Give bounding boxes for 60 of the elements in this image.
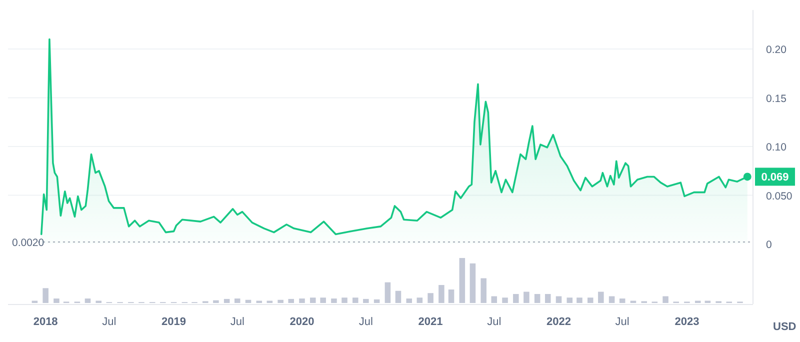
x-tick-label: Jul [230, 316, 244, 328]
bar [416, 298, 423, 303]
y-tick-label: 0.050 [766, 190, 792, 202]
bar [544, 294, 551, 303]
bar [608, 296, 615, 303]
bar [310, 298, 316, 303]
bar [566, 298, 573, 303]
y-tick-label: 0 [766, 239, 772, 251]
bar [245, 300, 252, 303]
x-tick-label: Jul [102, 316, 116, 328]
x-tick-label: Jul [358, 316, 373, 328]
y-axis-title: USD [773, 321, 796, 333]
bar [619, 298, 626, 303]
bar [448, 290, 454, 303]
bar [288, 298, 294, 303]
annotation: 0.069 [761, 172, 789, 184]
bar [42, 288, 48, 303]
y-tick-label: 0.15 [766, 92, 787, 105]
bar [662, 296, 668, 303]
bar [342, 298, 348, 303]
bar [480, 278, 486, 303]
bar [534, 294, 540, 303]
bar [320, 298, 326, 303]
bar [384, 282, 391, 303]
bar [331, 298, 337, 303]
y-tick-label: 0.10 [766, 142, 787, 154]
x-tick-label: Jul [615, 316, 630, 328]
bar [84, 298, 91, 303]
bar [470, 263, 476, 303]
bar [491, 296, 498, 303]
bar [587, 298, 594, 303]
x-tick-label: Jul [487, 316, 502, 328]
bar [374, 299, 380, 303]
x-tick-label: 2019 [162, 316, 186, 328]
bar [299, 298, 305, 303]
x-tick-label: 2020 [290, 316, 314, 328]
bar [278, 300, 284, 303]
ref-line-label: 0.0020 [12, 237, 44, 250]
bar [395, 290, 402, 303]
bar [352, 298, 358, 303]
bar [502, 298, 508, 303]
bar [598, 292, 604, 303]
bar [459, 258, 466, 303]
bar [576, 298, 582, 303]
bar [213, 300, 219, 303]
bar [428, 293, 434, 303]
bar [513, 294, 519, 303]
y-tick-label: 0.20 [766, 44, 787, 56]
x-tick-label: 2022 [546, 316, 571, 328]
bar [438, 285, 444, 303]
bar [406, 298, 412, 303]
x-tick-label: 2021 [418, 316, 443, 328]
x-tick-label: 2023 [674, 316, 700, 328]
bar [363, 298, 369, 303]
bar [556, 296, 562, 303]
bar [234, 298, 240, 303]
bar [224, 298, 230, 303]
x-tick-label: 2018 [33, 316, 58, 328]
bar [524, 292, 530, 303]
bar [54, 298, 60, 303]
